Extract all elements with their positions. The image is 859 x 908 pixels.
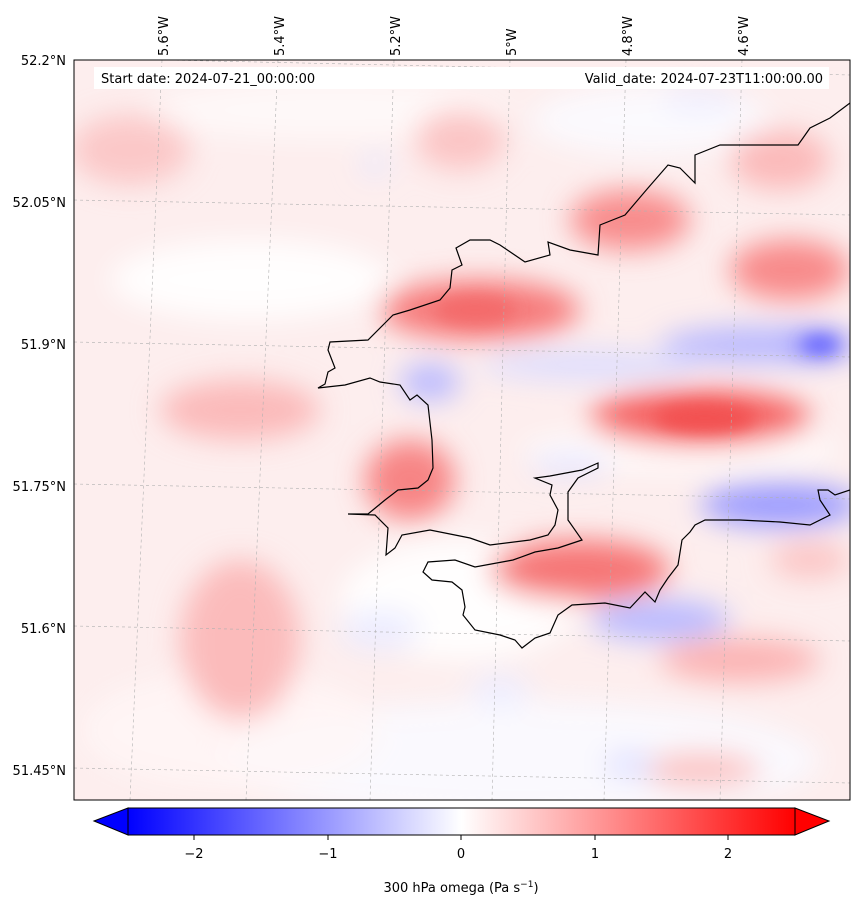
map-frame xyxy=(73,59,851,801)
colorbar-tick: −2 xyxy=(184,847,203,862)
colorbar-tick: 0 xyxy=(457,847,465,862)
lon-label: 5.2°W xyxy=(389,16,404,56)
lat-label: 51.6°N xyxy=(21,622,66,637)
latitude-labels: 52.2°N 52.05°N 51.9°N 51.75°N 51.6°N 51.… xyxy=(13,54,66,779)
valid-date-label: Valid_date: 2024-07-23T11:00:00.00 xyxy=(585,72,823,87)
lat-label: 51.9°N xyxy=(21,338,66,353)
longitude-labels: 5.6°W 5.4°W 5.2°W 5°W 4.8°W 4.6°W xyxy=(157,16,752,56)
lat-label: 51.75°N xyxy=(13,480,66,495)
colorbar-tick: 2 xyxy=(724,847,732,862)
colorbar-gradient xyxy=(127,807,796,836)
colorbar-min-extend xyxy=(92,807,129,836)
colorbar-tick: 1 xyxy=(591,847,599,862)
omega-field: Start date: 2024-07-21_00:00:00 Valid_da… xyxy=(74,60,850,800)
lon-label: 5°W xyxy=(505,28,520,56)
start-date-label: Start date: 2024-07-21_00:00:00 xyxy=(101,72,315,87)
date-header-band xyxy=(94,67,829,89)
map-panel: Start date: 2024-07-21_00:00:00 Valid_da… xyxy=(73,59,851,801)
lat-label: 51.45°N xyxy=(13,764,66,779)
colorbar: −2 −1 0 1 2 300 hPa omega (Pa s−1) xyxy=(92,807,831,896)
lon-label: 5.4°W xyxy=(273,16,288,56)
lon-label: 4.6°W xyxy=(737,16,752,56)
lon-label: 5.6°W xyxy=(157,16,172,56)
colorbar-title: 300 hPa omega (Pa s−1) xyxy=(383,880,538,896)
lat-label: 52.05°N xyxy=(13,196,66,211)
lon-label: 4.8°W xyxy=(621,16,636,56)
colorbar-tick: −1 xyxy=(318,847,337,862)
lat-label: 52.2°N xyxy=(21,54,66,69)
colorbar-max-extend xyxy=(794,807,831,836)
coastline xyxy=(317,102,850,649)
